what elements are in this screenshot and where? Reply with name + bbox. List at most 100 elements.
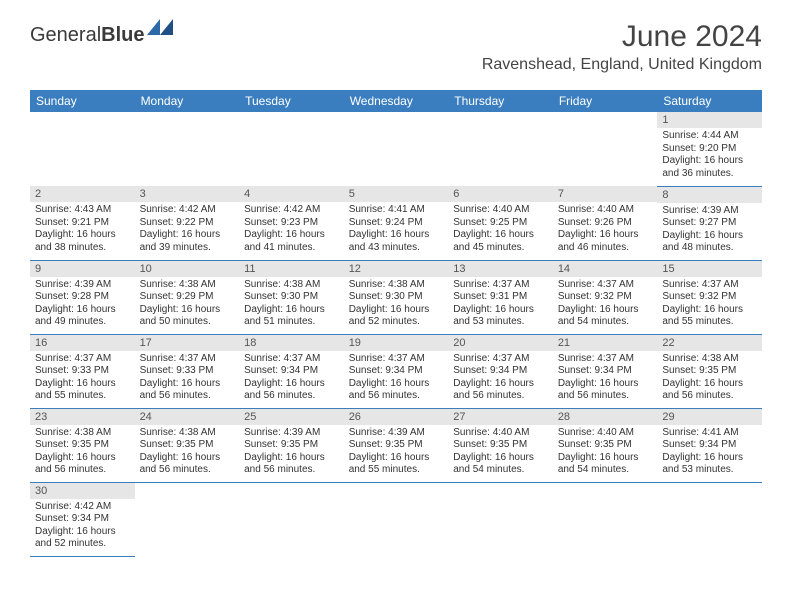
day-number: 30: [30, 483, 135, 499]
day-details: Sunrise: 4:39 AMSunset: 9:28 PMDaylight:…: [30, 277, 135, 331]
calendar-body: 1Sunrise: 4:44 AMSunset: 9:20 PMDaylight…: [30, 112, 762, 556]
day-number: 27: [448, 409, 553, 425]
calendar-cell: 20Sunrise: 4:37 AMSunset: 9:34 PMDayligh…: [448, 334, 553, 408]
calendar-cell: 13Sunrise: 4:37 AMSunset: 9:31 PMDayligh…: [448, 260, 553, 334]
day-details: Sunrise: 4:40 AMSunset: 9:35 PMDaylight:…: [448, 425, 553, 479]
day-number: 3: [135, 186, 240, 202]
calendar-cell: 9Sunrise: 4:39 AMSunset: 9:28 PMDaylight…: [30, 260, 135, 334]
day-details: Sunrise: 4:38 AMSunset: 9:30 PMDaylight:…: [239, 277, 344, 331]
day-number: 20: [448, 335, 553, 351]
day-details: Sunrise: 4:37 AMSunset: 9:34 PMDaylight:…: [239, 351, 344, 405]
day-details: Sunrise: 4:43 AMSunset: 9:21 PMDaylight:…: [30, 202, 135, 256]
weekday-header: Thursday: [448, 90, 553, 112]
day-number: 13: [448, 261, 553, 277]
day-details: Sunrise: 4:40 AMSunset: 9:26 PMDaylight:…: [553, 202, 658, 256]
day-details: Sunrise: 4:41 AMSunset: 9:24 PMDaylight:…: [344, 202, 449, 256]
calendar-cell: 19Sunrise: 4:37 AMSunset: 9:34 PMDayligh…: [344, 334, 449, 408]
day-number: 29: [657, 409, 762, 425]
calendar-table: SundayMondayTuesdayWednesdayThursdayFrid…: [30, 90, 762, 557]
day-number: 11: [239, 261, 344, 277]
day-details: Sunrise: 4:37 AMSunset: 9:33 PMDaylight:…: [135, 351, 240, 405]
day-details: Sunrise: 4:37 AMSunset: 9:31 PMDaylight:…: [448, 277, 553, 331]
day-details: Sunrise: 4:39 AMSunset: 9:35 PMDaylight:…: [344, 425, 449, 479]
day-number: 16: [30, 335, 135, 351]
day-number: 18: [239, 335, 344, 351]
day-details: Sunrise: 4:42 AMSunset: 9:22 PMDaylight:…: [135, 202, 240, 256]
calendar-cell-empty: [135, 112, 240, 186]
calendar-cell: 2Sunrise: 4:43 AMSunset: 9:21 PMDaylight…: [30, 186, 135, 260]
calendar-head: SundayMondayTuesdayWednesdayThursdayFrid…: [30, 90, 762, 112]
calendar-cell-empty: [448, 112, 553, 186]
day-details: Sunrise: 4:41 AMSunset: 9:34 PMDaylight:…: [657, 425, 762, 479]
calendar-cell-empty: [553, 112, 658, 186]
calendar-cell: 21Sunrise: 4:37 AMSunset: 9:34 PMDayligh…: [553, 334, 658, 408]
day-details: Sunrise: 4:44 AMSunset: 9:20 PMDaylight:…: [657, 128, 762, 182]
weekday-header: Wednesday: [344, 90, 449, 112]
calendar-cell-empty: [553, 482, 658, 556]
weekday-header: Monday: [135, 90, 240, 112]
calendar-cell-empty: [344, 482, 449, 556]
day-number: 5: [344, 186, 449, 202]
calendar-cell: 11Sunrise: 4:38 AMSunset: 9:30 PMDayligh…: [239, 260, 344, 334]
calendar-cell: 14Sunrise: 4:37 AMSunset: 9:32 PMDayligh…: [553, 260, 658, 334]
calendar-cell-empty: [448, 482, 553, 556]
day-details: Sunrise: 4:40 AMSunset: 9:35 PMDaylight:…: [553, 425, 658, 479]
logo-text-2: Blue: [101, 24, 144, 47]
day-number: 10: [135, 261, 240, 277]
calendar-cell: 27Sunrise: 4:40 AMSunset: 9:35 PMDayligh…: [448, 408, 553, 482]
calendar-cell: 22Sunrise: 4:38 AMSunset: 9:35 PMDayligh…: [657, 334, 762, 408]
day-details: Sunrise: 4:38 AMSunset: 9:35 PMDaylight:…: [30, 425, 135, 479]
calendar-cell: 12Sunrise: 4:38 AMSunset: 9:30 PMDayligh…: [344, 260, 449, 334]
day-number: 19: [344, 335, 449, 351]
day-number: 17: [135, 335, 240, 351]
calendar-cell: 3Sunrise: 4:42 AMSunset: 9:22 PMDaylight…: [135, 186, 240, 260]
calendar-cell-empty: [135, 482, 240, 556]
location: Ravenshead, England, United Kingdom: [30, 56, 762, 74]
calendar-cell: 6Sunrise: 4:40 AMSunset: 9:25 PMDaylight…: [448, 186, 553, 260]
calendar-cell: 4Sunrise: 4:42 AMSunset: 9:23 PMDaylight…: [239, 186, 344, 260]
weekday-header: Tuesday: [239, 90, 344, 112]
day-number: 28: [553, 409, 658, 425]
calendar-cell: 15Sunrise: 4:37 AMSunset: 9:32 PMDayligh…: [657, 260, 762, 334]
calendar-cell: 8Sunrise: 4:39 AMSunset: 9:27 PMDaylight…: [657, 186, 762, 260]
day-details: Sunrise: 4:38 AMSunset: 9:29 PMDaylight:…: [135, 277, 240, 331]
day-details: Sunrise: 4:38 AMSunset: 9:35 PMDaylight:…: [135, 425, 240, 479]
weekday-header: Sunday: [30, 90, 135, 112]
calendar-row: 2Sunrise: 4:43 AMSunset: 9:21 PMDaylight…: [30, 186, 762, 260]
day-details: Sunrise: 4:37 AMSunset: 9:32 PMDaylight:…: [657, 277, 762, 331]
calendar-cell-empty: [657, 482, 762, 556]
calendar-cell: 29Sunrise: 4:41 AMSunset: 9:34 PMDayligh…: [657, 408, 762, 482]
day-details: Sunrise: 4:37 AMSunset: 9:34 PMDaylight:…: [448, 351, 553, 405]
calendar-row: 23Sunrise: 4:38 AMSunset: 9:35 PMDayligh…: [30, 408, 762, 482]
calendar-cell: 7Sunrise: 4:40 AMSunset: 9:26 PMDaylight…: [553, 186, 658, 260]
day-number: 7: [553, 186, 658, 202]
day-details: Sunrise: 4:37 AMSunset: 9:32 PMDaylight:…: [553, 277, 658, 331]
day-number: 25: [239, 409, 344, 425]
calendar-cell: 26Sunrise: 4:39 AMSunset: 9:35 PMDayligh…: [344, 408, 449, 482]
day-number: 12: [344, 261, 449, 277]
day-number: 2: [30, 186, 135, 202]
day-number: 4: [239, 186, 344, 202]
day-details: Sunrise: 4:37 AMSunset: 9:34 PMDaylight:…: [553, 351, 658, 405]
logo-text-1: General: [30, 24, 101, 47]
calendar-row: 16Sunrise: 4:37 AMSunset: 9:33 PMDayligh…: [30, 334, 762, 408]
calendar-cell-empty: [239, 112, 344, 186]
calendar-cell: 24Sunrise: 4:38 AMSunset: 9:35 PMDayligh…: [135, 408, 240, 482]
day-details: Sunrise: 4:38 AMSunset: 9:35 PMDaylight:…: [657, 351, 762, 405]
calendar-cell: 18Sunrise: 4:37 AMSunset: 9:34 PMDayligh…: [239, 334, 344, 408]
day-details: Sunrise: 4:39 AMSunset: 9:35 PMDaylight:…: [239, 425, 344, 479]
day-details: Sunrise: 4:37 AMSunset: 9:33 PMDaylight:…: [30, 351, 135, 405]
calendar-cell: 30Sunrise: 4:42 AMSunset: 9:34 PMDayligh…: [30, 482, 135, 556]
day-number: 15: [657, 261, 762, 277]
calendar-cell-empty: [344, 112, 449, 186]
calendar-cell: 1Sunrise: 4:44 AMSunset: 9:20 PMDaylight…: [657, 112, 762, 186]
calendar-cell: 17Sunrise: 4:37 AMSunset: 9:33 PMDayligh…: [135, 334, 240, 408]
logo: GeneralBlue: [30, 24, 173, 47]
day-number: 22: [657, 335, 762, 351]
day-number: 21: [553, 335, 658, 351]
calendar-cell: 5Sunrise: 4:41 AMSunset: 9:24 PMDaylight…: [344, 186, 449, 260]
day-details: Sunrise: 4:37 AMSunset: 9:34 PMDaylight:…: [344, 351, 449, 405]
day-details: Sunrise: 4:42 AMSunset: 9:34 PMDaylight:…: [30, 499, 135, 553]
calendar-row: 1Sunrise: 4:44 AMSunset: 9:20 PMDaylight…: [30, 112, 762, 186]
day-number: 6: [448, 186, 553, 202]
